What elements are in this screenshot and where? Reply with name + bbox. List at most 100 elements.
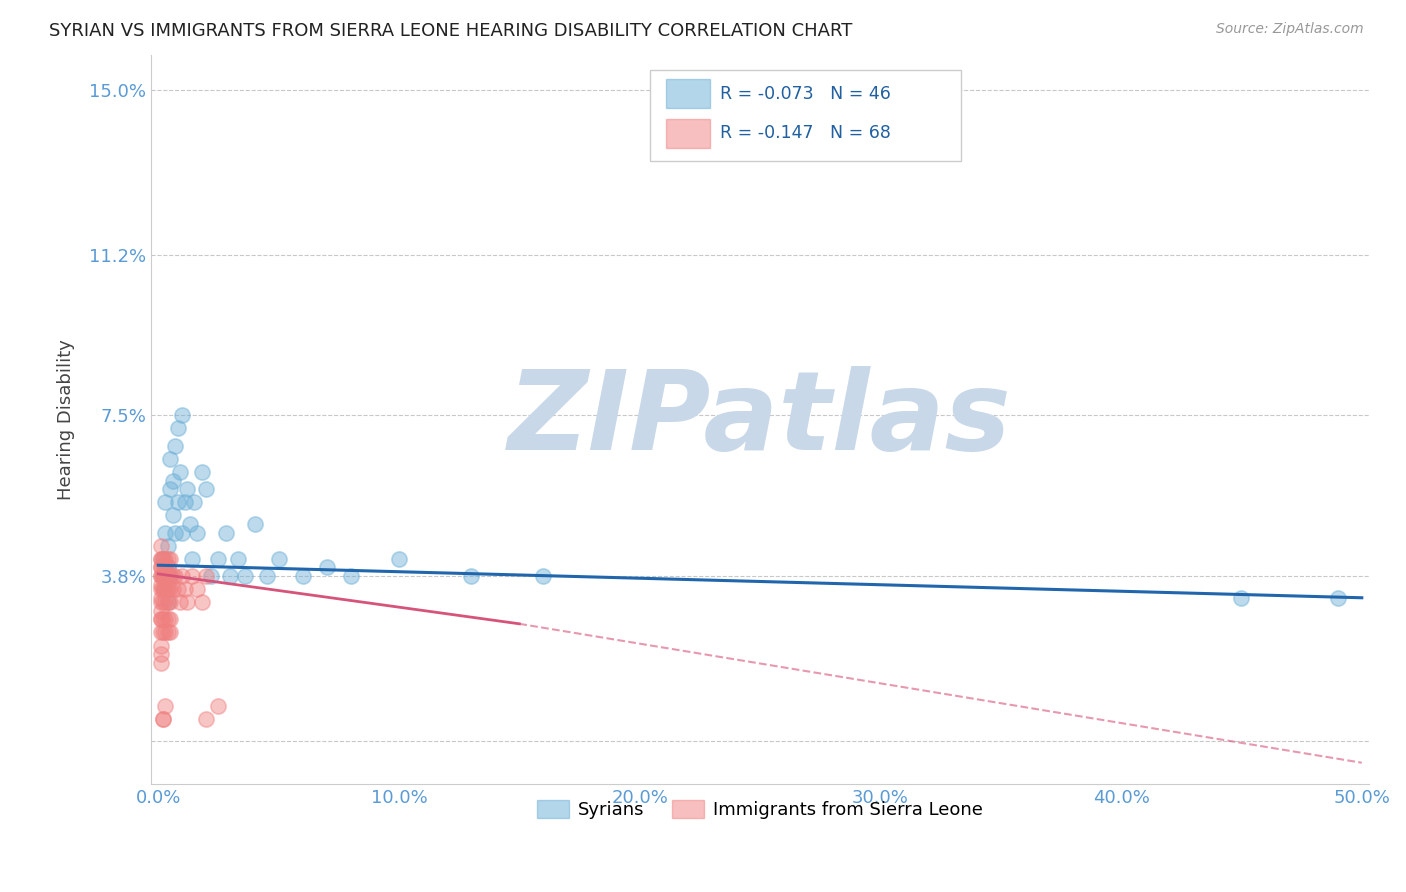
Point (165, 439, 187, 453)
Point (219, 569, 242, 583)
Point (152, 569, 174, 583)
Point (156, 560, 179, 574)
Point (156, 569, 179, 583)
Point (155, 569, 177, 583)
Point (152, 595, 174, 609)
Point (149, 591, 172, 605)
Point (169, 595, 191, 609)
Point (149, 595, 172, 609)
Text: SYRIAN VS IMMIGRANTS FROM SIERRA LEONE HEARING DISABILITY CORRELATION CHART: SYRIAN VS IMMIGRANTS FROM SIERRA LEONE H… (49, 22, 852, 40)
Point (155, 625, 177, 640)
Point (155, 582, 177, 596)
Point (190, 465, 212, 479)
Point (162, 508, 184, 523)
Point (267, 551, 290, 566)
Point (162, 569, 184, 583)
Point (149, 625, 172, 640)
Point (165, 525, 187, 540)
Point (155, 699, 177, 714)
Point (156, 612, 179, 626)
Point (531, 569, 554, 583)
Point (155, 525, 177, 540)
Point (152, 582, 174, 596)
Point (156, 569, 179, 583)
Point (159, 582, 181, 596)
Point (315, 560, 337, 574)
Point (169, 465, 191, 479)
Point (1326, 591, 1348, 605)
Point (159, 451, 181, 466)
Point (186, 525, 208, 540)
Point (149, 551, 172, 566)
Point (156, 539, 179, 553)
Point (179, 516, 201, 531)
Text: Source: ZipAtlas.com: Source: ZipAtlas.com (1216, 22, 1364, 37)
Point (152, 569, 174, 583)
Point (155, 551, 177, 566)
Point (152, 712, 174, 726)
Point (155, 582, 177, 596)
Y-axis label: Hearing Disability: Hearing Disability (58, 339, 75, 500)
Point (152, 612, 174, 626)
Point (181, 569, 204, 583)
Point (159, 569, 181, 583)
Point (190, 595, 212, 609)
Point (149, 656, 172, 670)
Point (159, 612, 181, 626)
Text: R = -0.147   N = 68: R = -0.147 N = 68 (720, 124, 891, 142)
Point (152, 625, 174, 640)
Point (207, 551, 229, 566)
Point (152, 712, 174, 726)
Point (149, 604, 172, 618)
Point (183, 495, 205, 509)
Point (152, 569, 174, 583)
Point (155, 569, 177, 583)
Point (388, 551, 411, 566)
Point (195, 482, 218, 496)
Point (176, 482, 198, 496)
Point (155, 560, 177, 574)
Point (159, 569, 181, 583)
Point (172, 569, 194, 583)
Point (159, 595, 181, 609)
Point (460, 569, 482, 583)
Point (156, 582, 179, 596)
Point (207, 699, 229, 714)
FancyBboxPatch shape (666, 79, 710, 109)
Point (149, 560, 172, 574)
Point (159, 625, 181, 640)
Point (166, 582, 188, 596)
Point (152, 551, 174, 566)
Point (181, 551, 204, 566)
FancyBboxPatch shape (666, 119, 710, 148)
Text: ZIPatlas: ZIPatlas (508, 367, 1012, 474)
Point (166, 421, 188, 435)
Point (149, 647, 172, 661)
Point (173, 582, 195, 596)
Point (156, 595, 179, 609)
Point (149, 639, 172, 653)
Point (256, 569, 278, 583)
FancyBboxPatch shape (651, 70, 962, 161)
Point (149, 612, 172, 626)
Point (159, 482, 181, 496)
Point (156, 569, 179, 583)
Point (155, 560, 177, 574)
Point (173, 495, 195, 509)
Point (243, 516, 266, 531)
Point (155, 612, 177, 626)
Point (152, 551, 174, 566)
Point (156, 582, 179, 596)
Point (149, 569, 172, 583)
Point (156, 560, 179, 574)
Point (340, 569, 363, 583)
Point (149, 569, 172, 583)
Point (162, 582, 184, 596)
Point (149, 582, 172, 596)
Point (149, 612, 172, 626)
Point (186, 582, 208, 596)
Point (166, 495, 188, 509)
Point (172, 409, 194, 423)
Point (200, 569, 222, 583)
Point (152, 560, 174, 574)
